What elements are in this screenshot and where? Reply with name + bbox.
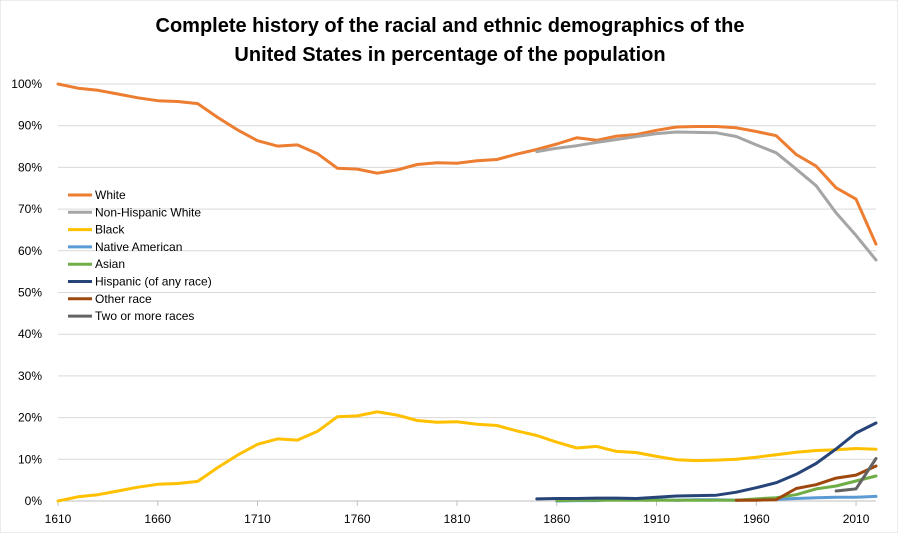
x-tick-labels: 1610 1660 1710 1760 1810 1860 1910 1960 2010 [45,512,870,526]
series-line-black [56,410,878,503]
chart-title-line-1: Complete history of the racial and ethni… [156,15,745,37]
y-tick-label: 20% [18,411,42,425]
gridlines [58,83,876,460]
chart-title-line-2: United States in percentage of the popul… [234,44,665,66]
y-tick-labels: 0% 10% 20% 30% 40% 50% 60% 70% 80% 90% 100% [11,77,42,508]
legend-label: Non-Hispanic White [95,205,201,219]
series-line-hispanic-of-any-race [535,421,878,501]
series-line-two-or-more-races [834,457,878,493]
y-tick-label: 100% [11,77,42,91]
series-lines [56,82,878,503]
y-tick-label: 40% [18,327,42,341]
x-tick-label: 1810 [444,512,471,526]
x-tick-label: 1760 [344,512,371,526]
y-tick-label: 60% [18,244,42,258]
x-tick-label: 1660 [144,512,171,526]
legend-label: Black [95,223,125,237]
legend-label: Asian [95,257,125,271]
y-tick-label: 80% [18,160,42,174]
y-tick-label: 30% [18,369,42,383]
legend-label: Other race [95,292,152,306]
y-tick-label: 90% [18,119,42,133]
x-tick-label: 2010 [843,512,870,526]
series-line-non-hispanic-white [535,130,878,262]
legend-label: Hispanic (of any race) [95,275,212,289]
legend: White Non-Hispanic White Black Native Ameri… [68,188,212,323]
legend-label: White [95,188,126,202]
x-tick-label: 1860 [543,512,570,526]
series-line-other-race [734,464,878,502]
x-tick-label: 1960 [743,512,770,526]
series-line-white [56,82,878,246]
legend-label: Two or more races [95,309,194,323]
legend-label: Native American [95,240,182,254]
x-tick-label: 1710 [244,512,271,526]
series-line-asian [555,474,878,503]
y-tick-label: 50% [18,286,42,300]
y-tick-label: 0% [25,494,43,508]
y-tick-label: 10% [18,452,42,466]
x-tick-label: 1910 [643,512,670,526]
x-tick-label: 1610 [45,512,72,526]
y-tick-label: 70% [18,202,42,216]
